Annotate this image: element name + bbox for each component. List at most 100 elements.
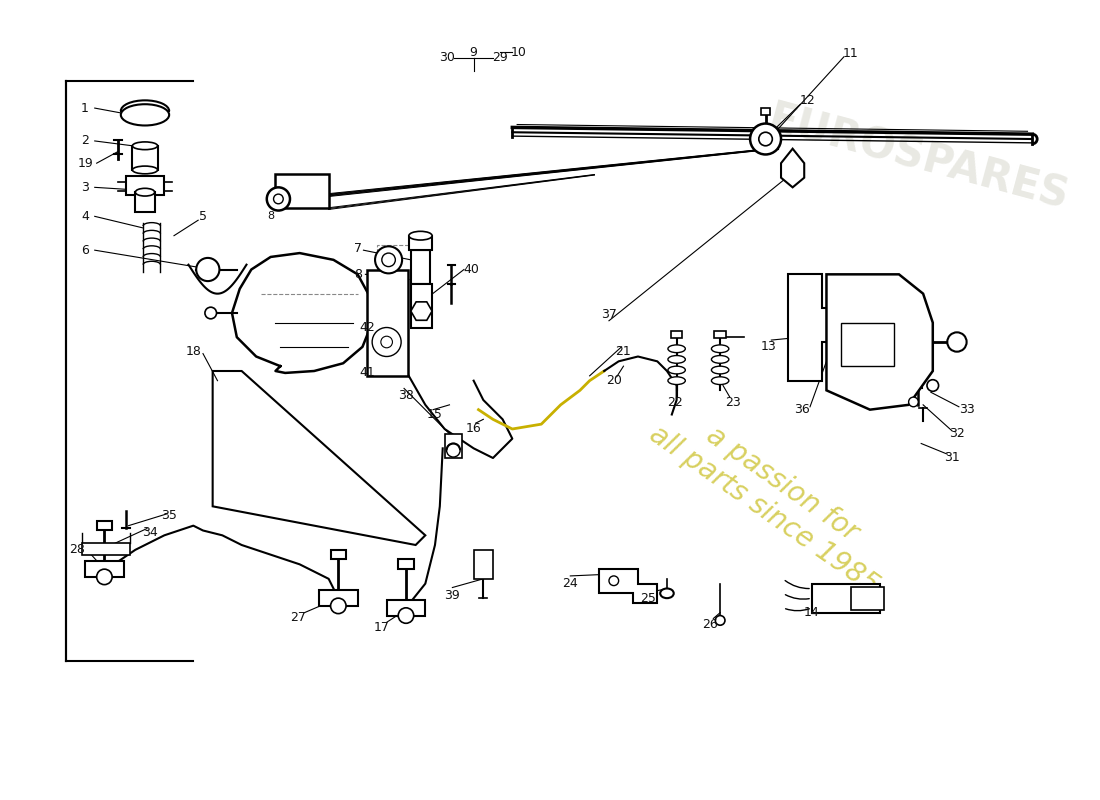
Bar	[82, 543, 131, 554]
Ellipse shape	[668, 345, 685, 353]
Circle shape	[609, 576, 618, 586]
Text: 6: 6	[81, 244, 89, 257]
Bar	[850, 586, 884, 610]
Text: a passion for
all parts since 1985: a passion for all parts since 1985	[645, 394, 902, 600]
Ellipse shape	[712, 377, 729, 385]
Ellipse shape	[712, 355, 729, 363]
Bar	[367, 270, 408, 376]
Circle shape	[947, 332, 967, 352]
Circle shape	[715, 615, 725, 626]
Text: 21: 21	[616, 345, 631, 358]
Text: 2: 2	[81, 134, 89, 147]
Text: 15: 15	[427, 408, 443, 421]
Bar	[842, 322, 894, 366]
Polygon shape	[232, 253, 372, 373]
Bar	[135, 192, 155, 211]
Polygon shape	[212, 371, 426, 545]
Bar	[275, 174, 329, 208]
Ellipse shape	[132, 166, 157, 174]
Ellipse shape	[668, 366, 685, 374]
Text: 18: 18	[186, 345, 201, 358]
Bar	[812, 584, 880, 613]
Text: 5: 5	[199, 210, 207, 223]
Text: 25: 25	[640, 592, 656, 605]
Circle shape	[97, 569, 112, 585]
Polygon shape	[826, 274, 933, 410]
Text: 35: 35	[162, 510, 177, 522]
Text: 28: 28	[69, 543, 86, 556]
Text: 13: 13	[760, 340, 777, 354]
Ellipse shape	[409, 231, 432, 240]
Text: 20: 20	[606, 374, 621, 387]
Text: 36: 36	[794, 403, 811, 416]
Text: 24: 24	[562, 577, 579, 590]
Bar	[377, 246, 420, 279]
Ellipse shape	[121, 104, 169, 126]
Circle shape	[267, 187, 290, 210]
Text: 16: 16	[465, 422, 482, 435]
Text: 10: 10	[512, 46, 527, 58]
Text: 31: 31	[944, 451, 960, 465]
Bar	[474, 550, 493, 579]
Text: 12: 12	[800, 94, 815, 107]
Bar	[671, 331, 682, 338]
Bar	[444, 434, 462, 458]
Text: 40: 40	[464, 263, 480, 276]
Text: 42: 42	[360, 321, 375, 334]
Text: 26: 26	[703, 618, 718, 630]
Text: 1: 1	[81, 102, 89, 114]
Bar	[85, 562, 123, 577]
Ellipse shape	[712, 345, 729, 353]
Bar	[761, 108, 770, 115]
Text: 23: 23	[725, 396, 740, 410]
Bar	[714, 331, 726, 338]
Text: 3: 3	[81, 181, 89, 194]
Bar	[410, 250, 430, 284]
Text: 7: 7	[353, 242, 362, 254]
Circle shape	[205, 307, 217, 319]
Text: 32: 32	[949, 427, 965, 440]
Circle shape	[398, 608, 414, 623]
Polygon shape	[600, 569, 658, 603]
Text: 29: 29	[492, 51, 507, 64]
Bar	[319, 590, 358, 606]
Ellipse shape	[660, 589, 673, 598]
Bar	[409, 236, 432, 250]
Circle shape	[196, 258, 219, 281]
Text: 14: 14	[804, 606, 820, 619]
Bar	[132, 146, 157, 170]
Text: 41: 41	[360, 366, 375, 379]
Bar	[410, 284, 432, 327]
Bar	[97, 521, 112, 530]
Polygon shape	[788, 274, 850, 381]
Text: 37: 37	[601, 309, 617, 322]
Text: 39: 39	[444, 589, 460, 602]
Bar	[125, 176, 164, 195]
Ellipse shape	[135, 188, 155, 196]
Text: 4: 4	[81, 210, 89, 223]
Circle shape	[927, 380, 938, 391]
Text: 33: 33	[959, 403, 975, 416]
Text: 8: 8	[353, 268, 362, 281]
Ellipse shape	[712, 366, 729, 374]
Ellipse shape	[668, 377, 685, 385]
Text: 27: 27	[289, 611, 306, 624]
Ellipse shape	[132, 142, 157, 150]
Circle shape	[447, 443, 460, 457]
Circle shape	[750, 123, 781, 154]
Text: 34: 34	[142, 526, 157, 539]
Bar	[331, 550, 346, 559]
Bar	[398, 559, 414, 569]
Text: 19: 19	[77, 157, 92, 170]
Text: 38: 38	[398, 389, 414, 402]
Polygon shape	[410, 302, 432, 320]
Text: 30: 30	[439, 51, 454, 64]
Circle shape	[375, 246, 403, 274]
Circle shape	[909, 397, 918, 406]
Text: 8: 8	[267, 211, 274, 222]
Text: 9: 9	[470, 46, 477, 58]
Text: EUROSPARES: EUROSPARES	[763, 98, 1074, 218]
Polygon shape	[781, 149, 804, 187]
Ellipse shape	[668, 355, 685, 363]
Text: 11: 11	[843, 47, 858, 61]
